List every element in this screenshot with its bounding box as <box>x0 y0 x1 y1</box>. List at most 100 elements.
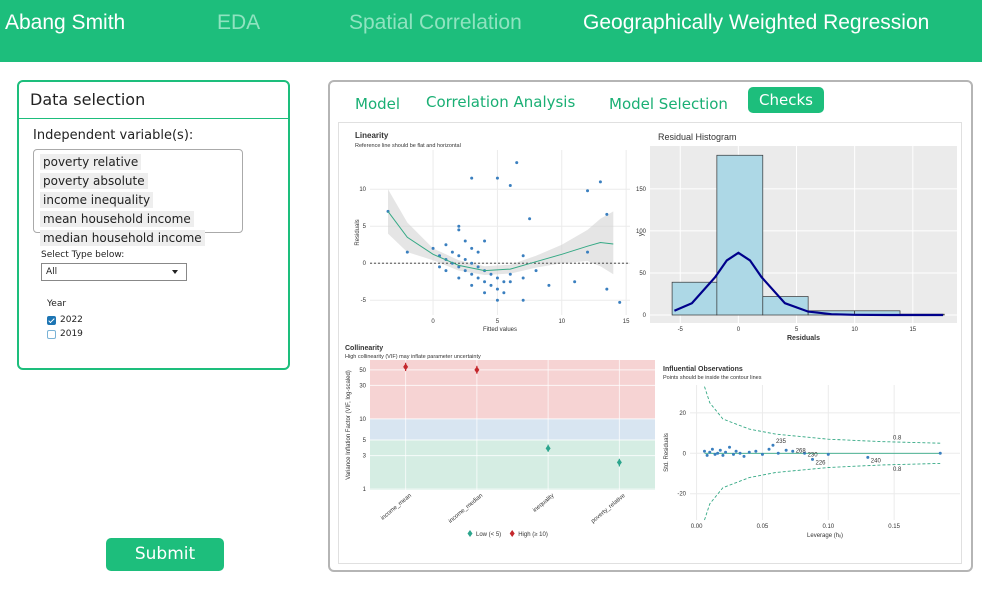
x-tick-label: income_median <box>448 493 484 525</box>
y-axis-label: y <box>638 232 645 236</box>
point <box>738 451 742 455</box>
point <box>495 176 499 180</box>
point <box>476 276 480 280</box>
point <box>463 258 467 262</box>
x-tick-label: inequality <box>532 493 555 514</box>
moderate-band <box>370 418 655 441</box>
point <box>803 451 807 455</box>
point <box>483 239 487 243</box>
checkbox[interactable] <box>47 315 56 325</box>
point <box>476 265 480 269</box>
checkbox[interactable] <box>47 329 56 339</box>
point <box>605 287 609 291</box>
point <box>495 298 499 302</box>
y-tick-label: 30 <box>359 383 366 389</box>
point <box>718 448 722 452</box>
x-axis-label: Fitted values <box>483 327 517 333</box>
point <box>724 450 728 454</box>
vif-point <box>616 458 622 466</box>
checkbox-label: 2019 <box>60 329 83 339</box>
y-tick-label: -20 <box>677 492 686 498</box>
high-band <box>370 360 655 419</box>
point <box>457 254 461 258</box>
point <box>586 189 590 193</box>
point <box>521 298 525 302</box>
point <box>760 452 764 456</box>
tab[interactable]: Checks <box>748 87 824 113</box>
legend-label: Low (< 5) <box>476 532 501 538</box>
low-band <box>370 440 655 490</box>
x-tick-label: 0.10 <box>822 524 834 530</box>
point <box>508 272 512 276</box>
plot-subtitle: High collinearity (VIF) may inflate para… <box>345 354 481 360</box>
y-axis-label: Std. Residuals <box>664 433 670 472</box>
chip[interactable]: poverty absolute <box>40 173 148 189</box>
point <box>721 453 725 457</box>
x-tick-label: 5 <box>795 327 799 333</box>
dropdown[interactable]: All <box>41 263 187 281</box>
y-tick-label: 100 <box>636 229 647 235</box>
histogram-bar <box>671 281 718 316</box>
contour-line <box>704 386 941 444</box>
contour-label: 0.8 <box>893 436 902 442</box>
nav-tab[interactable]: Geographically Weighted Regression <box>583 11 930 34</box>
field-label: Year <box>47 299 67 309</box>
x-tick-label: income_mean <box>380 493 413 522</box>
point <box>470 176 474 180</box>
x-tick-label: 15 <box>623 319 630 325</box>
legend-swatch <box>467 530 473 537</box>
point <box>866 455 870 459</box>
point <box>457 228 461 232</box>
histogram-bar <box>716 154 764 316</box>
smooth-line <box>387 211 614 272</box>
point <box>476 250 480 254</box>
chip[interactable]: mean household income <box>40 211 194 227</box>
field-label: Select Type below: <box>41 250 125 260</box>
submit-button[interactable]: Submit <box>106 538 224 571</box>
tab[interactable]: Model <box>355 95 401 113</box>
point <box>776 451 780 455</box>
tab[interactable]: Model Selection <box>609 95 728 113</box>
y-tick-label: 3 <box>363 454 367 460</box>
point <box>470 272 474 276</box>
density-curve <box>673 251 943 317</box>
tab[interactable]: Correlation Analysis <box>426 93 576 111</box>
nav-tab[interactable]: EDA <box>217 11 261 34</box>
checkbox-row[interactable]: 2019 <box>47 329 83 339</box>
point <box>708 450 712 454</box>
chip[interactable]: income inequality <box>40 192 154 208</box>
plot-subtitle: Reference line should be flat and horizo… <box>355 143 461 149</box>
point <box>734 449 738 453</box>
point <box>457 224 461 228</box>
chip[interactable]: poverty relative <box>40 154 142 170</box>
panel-title: Data selection <box>30 90 146 109</box>
point <box>528 217 532 221</box>
multi-select[interactable]: poverty relative poverty absolute income… <box>33 149 243 246</box>
point <box>521 254 525 258</box>
point <box>728 445 732 449</box>
brand[interactable]: Abang Smith <box>5 11 126 34</box>
point <box>705 453 709 457</box>
checkbox-row[interactable]: 2022 <box>47 315 83 325</box>
field-label: Independent variable(s): <box>33 128 194 143</box>
x-tick-label: 0.00 <box>691 524 703 530</box>
nav-tab[interactable]: Spatial Correlation <box>349 11 522 34</box>
y-tick-label: 20 <box>679 411 686 417</box>
x-tick-label: 5 <box>496 319 500 325</box>
chip[interactable]: median household income <box>40 230 205 246</box>
y-tick-label: 10 <box>359 187 366 193</box>
plot-title: Residual Histogram <box>658 132 737 142</box>
point <box>742 454 746 458</box>
vif-point <box>545 444 551 452</box>
point <box>470 246 474 250</box>
point <box>731 452 735 456</box>
plot-area <box>338 122 962 564</box>
sidebar-panel: Data selection Independent variable(s): … <box>17 80 290 370</box>
point <box>431 246 435 250</box>
navbar: Abang Smith EDA Spatial Correlation Geog… <box>0 0 982 62</box>
point-label: 235 <box>776 439 787 445</box>
point <box>489 272 493 276</box>
x-axis-label: Residuals <box>787 335 820 342</box>
dropdown-value: All <box>46 267 58 277</box>
point <box>495 276 499 280</box>
